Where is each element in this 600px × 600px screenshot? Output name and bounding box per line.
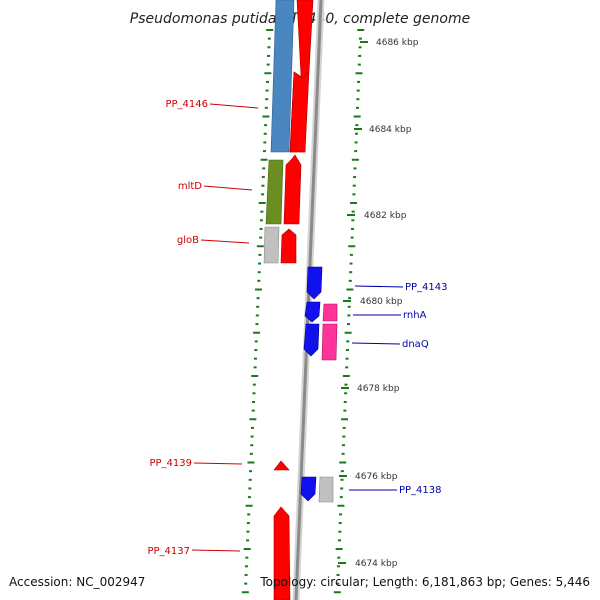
gene-label-pp4139[interactable]: PP_4139 xyxy=(149,458,192,469)
tick-label-4682: 4682 kbp xyxy=(364,211,407,221)
gene-label-rnhA[interactable]: rnhA xyxy=(403,310,427,321)
scale-labels: 4686 kbp 4684 kbp 4682 kbp 4680 kbp 4678… xyxy=(338,38,419,569)
genes-reverse xyxy=(300,266,338,503)
gene-mltD-red[interactable] xyxy=(283,154,302,225)
tick-label-4686: 4686 kbp xyxy=(376,38,419,48)
gene-mltD[interactable] xyxy=(265,159,284,225)
gene-gloB-gray[interactable] xyxy=(263,226,280,264)
gene-pp4146-steelblue[interactable] xyxy=(270,0,295,153)
tick-label-4678: 4678 kbp xyxy=(357,384,400,394)
gene-dnaQ-pink[interactable] xyxy=(321,323,338,361)
gene-pp4138-gray[interactable] xyxy=(318,476,334,503)
gene-rnhA-pink[interactable] xyxy=(322,303,338,322)
tick-label-4684: 4684 kbp xyxy=(369,125,412,135)
gene-label-pp4143[interactable]: PP_4143 xyxy=(405,282,448,293)
topology-text: Topology: circular; Length: 6,181,863 bp… xyxy=(259,575,590,589)
gene-label-dnaQ[interactable]: dnaQ xyxy=(402,339,429,350)
gene-labels: PP_4146 mltD gloB PP_4143 rnhA dnaQ PP_4… xyxy=(147,99,447,557)
gene-dnaQ[interactable] xyxy=(303,323,320,357)
gene-label-pp4137[interactable]: PP_4137 xyxy=(147,546,190,557)
genome-backbone xyxy=(292,0,325,600)
accession-text: Accession: NC_002947 xyxy=(9,575,145,589)
gene-label-mltD[interactable]: mltD xyxy=(178,181,202,192)
gene-pp4139[interactable] xyxy=(273,460,290,471)
gene-label-pp4146[interactable]: PP_4146 xyxy=(165,99,208,110)
tick-label-4676: 4676 kbp xyxy=(355,472,398,482)
gene-rnhA[interactable] xyxy=(304,301,321,323)
gene-pp4143[interactable] xyxy=(306,266,323,300)
gene-pp4138[interactable] xyxy=(300,476,317,502)
gene-pp4146-segment xyxy=(289,71,310,153)
gene-pp4137[interactable] xyxy=(273,506,291,600)
label-leaders xyxy=(191,103,404,552)
gene-label-gloB[interactable]: gloB xyxy=(177,235,199,246)
tick-marks xyxy=(241,29,365,594)
tick-label-4674: 4674 kbp xyxy=(355,559,398,569)
gene-gloB[interactable] xyxy=(280,228,297,264)
tick-label-4680: 4680 kbp xyxy=(360,297,403,307)
gene-label-pp4138[interactable]: PP_4138 xyxy=(399,485,442,496)
genes-forward xyxy=(263,0,314,600)
